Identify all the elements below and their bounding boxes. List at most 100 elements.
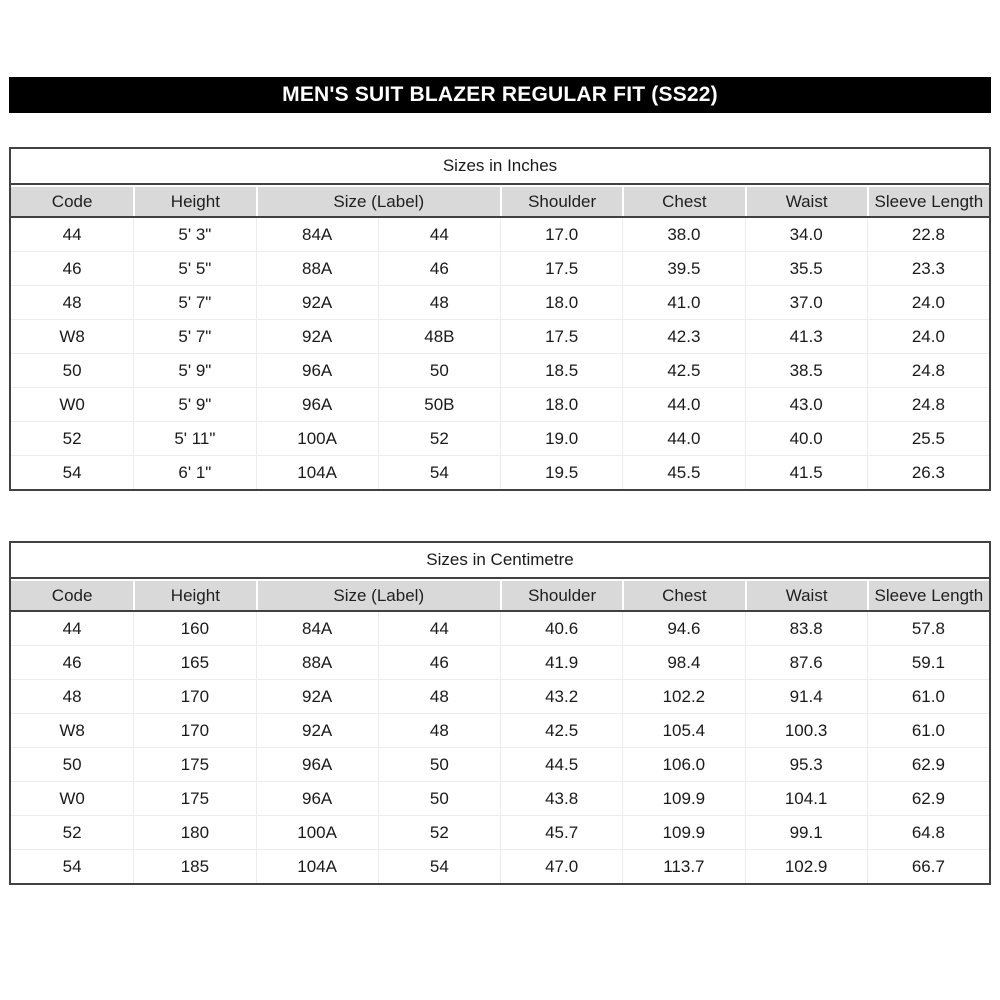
table-cell: W0 bbox=[59, 394, 85, 414]
table-cell: 66.7 bbox=[866, 850, 989, 883]
table-row: 46 5' 5" 88A 46 17.5 39.5 35.5 23.3 bbox=[11, 252, 989, 286]
table-cell: 62.9 bbox=[866, 782, 989, 815]
table-row: 52 5' 11" 100A 52 19.0 44.0 40.0 25.5 bbox=[11, 422, 989, 456]
table-cell: 5' 3" bbox=[133, 218, 255, 251]
header-cell: Size (Label) bbox=[255, 187, 501, 216]
table-row: 48 170 92A 48 43.2 102.2 91.4 61.0 bbox=[11, 680, 989, 714]
table-cell: 44.0 bbox=[622, 422, 744, 455]
table-cell: 52 bbox=[62, 428, 82, 448]
table-cell: 83.8 bbox=[744, 612, 867, 645]
table-header-row: Code Height Size (Label) Shoulder Chest Waist… bbox=[11, 187, 989, 218]
table-cell: 50 bbox=[377, 354, 500, 387]
table-row: W0 5' 9" 96A 50B 18.0 44.0 43.0 24.8 bbox=[11, 388, 989, 422]
table-cell: 44 bbox=[377, 218, 500, 251]
table-cell: 25.5 bbox=[866, 422, 989, 455]
table-cell: 52 bbox=[377, 816, 500, 849]
table-cell: 24.8 bbox=[866, 354, 989, 387]
table-cell: 18.5 bbox=[500, 354, 622, 387]
table-cell: 92A bbox=[255, 680, 378, 713]
table-cell: 50 bbox=[62, 360, 82, 380]
table-cell: 105.4 bbox=[622, 714, 744, 747]
table-cell: 43.2 bbox=[500, 680, 622, 713]
table-cell: 38.5 bbox=[744, 354, 867, 387]
table-cell: 40.6 bbox=[500, 612, 622, 645]
table-cell: 38.0 bbox=[622, 218, 744, 251]
header-cell: Waist bbox=[744, 187, 867, 216]
table-cell: 45.7 bbox=[500, 816, 622, 849]
header-cell: Shoulder bbox=[500, 581, 622, 610]
table-cell: 99.1 bbox=[744, 816, 867, 849]
table-cell: 61.0 bbox=[866, 714, 989, 747]
chart-title: MEN'S SUIT BLAZER REGULAR FIT (SS22) bbox=[282, 83, 718, 106]
table-cell: 104A bbox=[255, 456, 378, 489]
table-cell: 41.0 bbox=[622, 286, 744, 319]
header-cell: Shoulder bbox=[500, 187, 622, 216]
table-cell: 54 bbox=[62, 856, 82, 876]
table-cell: 24.0 bbox=[866, 286, 989, 319]
table-body: 44 5' 3" 84A 44 17.0 38.0 34.0 22.8 46 5' 5" 88A 46… bbox=[11, 218, 989, 489]
table-row: 54 6' 1" 104A 54 19.5 45.5 41.5 26.3 bbox=[11, 456, 989, 489]
table-cell: 17.0 bbox=[500, 218, 622, 251]
table-title: Sizes in Centimetre bbox=[11, 543, 989, 579]
table-cell: 24.8 bbox=[866, 388, 989, 421]
sizes-in-inches-table: Sizes in Inches Code Height Size (Label) Sh… bbox=[9, 147, 991, 491]
table-cell: 96A bbox=[255, 748, 378, 781]
table-cell: 102.9 bbox=[744, 850, 867, 883]
table-cell: 41.9 bbox=[500, 646, 622, 679]
chart-title-banner: MEN'S SUIT BLAZER REGULAR FIT (SS22) bbox=[9, 77, 991, 113]
table-cell: W8 bbox=[59, 326, 85, 346]
table-cell: 35.5 bbox=[744, 252, 867, 285]
table-row: W8 170 92A 48 42.5 105.4 100.3 61.0 bbox=[11, 714, 989, 748]
header-cell: Sleeve Length bbox=[866, 581, 989, 610]
table-cell: 17.5 bbox=[500, 320, 622, 353]
table-cell: 48B bbox=[377, 320, 500, 353]
table-cell: 24.0 bbox=[866, 320, 989, 353]
table-cell: 87.6 bbox=[744, 646, 867, 679]
table-cell: 94.6 bbox=[622, 612, 744, 645]
table-cell: 62.9 bbox=[866, 748, 989, 781]
table-cell: 64.8 bbox=[866, 816, 989, 849]
table-row: 44 160 84A 44 40.6 94.6 83.8 57.8 bbox=[11, 612, 989, 646]
table-cell: 96A bbox=[255, 782, 378, 815]
table-cell: 100.3 bbox=[744, 714, 867, 747]
table-row: 48 5' 7" 92A 48 18.0 41.0 37.0 24.0 bbox=[11, 286, 989, 320]
table-cell: 100A bbox=[255, 816, 378, 849]
table-cell: 44.0 bbox=[622, 388, 744, 421]
table-cell: 5' 7" bbox=[133, 320, 255, 353]
table-cell: 96A bbox=[255, 354, 378, 387]
table-cell: 44 bbox=[62, 224, 82, 244]
table-cell: 50 bbox=[62, 754, 82, 774]
table-cell: 18.0 bbox=[500, 286, 622, 319]
table-cell: 54 bbox=[377, 456, 500, 489]
table-cell: 37.0 bbox=[744, 286, 867, 319]
table-cell: 50 bbox=[377, 748, 500, 781]
table-cell: W8 bbox=[59, 720, 85, 740]
table-cell: 88A bbox=[255, 646, 378, 679]
table-cell: 42.5 bbox=[500, 714, 622, 747]
table-cell: 42.5 bbox=[622, 354, 744, 387]
table-cell: 44 bbox=[377, 612, 500, 645]
table-cell: 88A bbox=[255, 252, 378, 285]
table-header-row: Code Height Size (Label) Shoulder Chest Waist… bbox=[11, 581, 989, 612]
table-cell: 92A bbox=[255, 714, 378, 747]
table-cell: 106.0 bbox=[622, 748, 744, 781]
table-cell: 59.1 bbox=[866, 646, 989, 679]
header-cell: Chest bbox=[622, 581, 744, 610]
table-cell: 170 bbox=[133, 680, 255, 713]
table-cell: 5' 11" bbox=[133, 422, 255, 455]
table-cell: 41.3 bbox=[744, 320, 867, 353]
table-cell: 54 bbox=[377, 850, 500, 883]
table-row: 52 180 100A 52 45.7 109.9 99.1 64.8 bbox=[11, 816, 989, 850]
table-cell: 52 bbox=[62, 822, 82, 842]
header-cell: Code bbox=[51, 191, 93, 211]
table-row: W0 175 96A 50 43.8 109.9 104.1 62.9 bbox=[11, 782, 989, 816]
table-cell: 98.4 bbox=[622, 646, 744, 679]
table-cell: 41.5 bbox=[744, 456, 867, 489]
table-row: 50 175 96A 50 44.5 106.0 95.3 62.9 bbox=[11, 748, 989, 782]
table-cell: 54 bbox=[62, 462, 82, 482]
table-body: 44 160 84A 44 40.6 94.6 83.8 57.8 46 165 88A 46 41.9… bbox=[11, 612, 989, 883]
table-cell: 91.4 bbox=[744, 680, 867, 713]
table-cell: 61.0 bbox=[866, 680, 989, 713]
table-cell: 47.0 bbox=[500, 850, 622, 883]
table-cell: 170 bbox=[133, 714, 255, 747]
